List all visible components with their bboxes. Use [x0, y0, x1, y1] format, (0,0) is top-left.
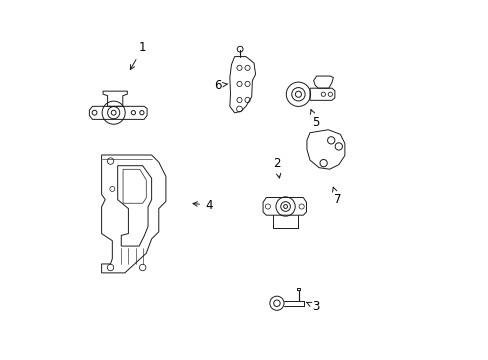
Text: 5: 5	[310, 109, 319, 129]
Text: 3: 3	[306, 300, 319, 313]
Text: 7: 7	[332, 187, 341, 206]
Text: 1: 1	[130, 41, 146, 69]
Text: 2: 2	[272, 157, 280, 178]
Text: 6: 6	[214, 79, 227, 92]
Text: 4: 4	[193, 198, 212, 212]
